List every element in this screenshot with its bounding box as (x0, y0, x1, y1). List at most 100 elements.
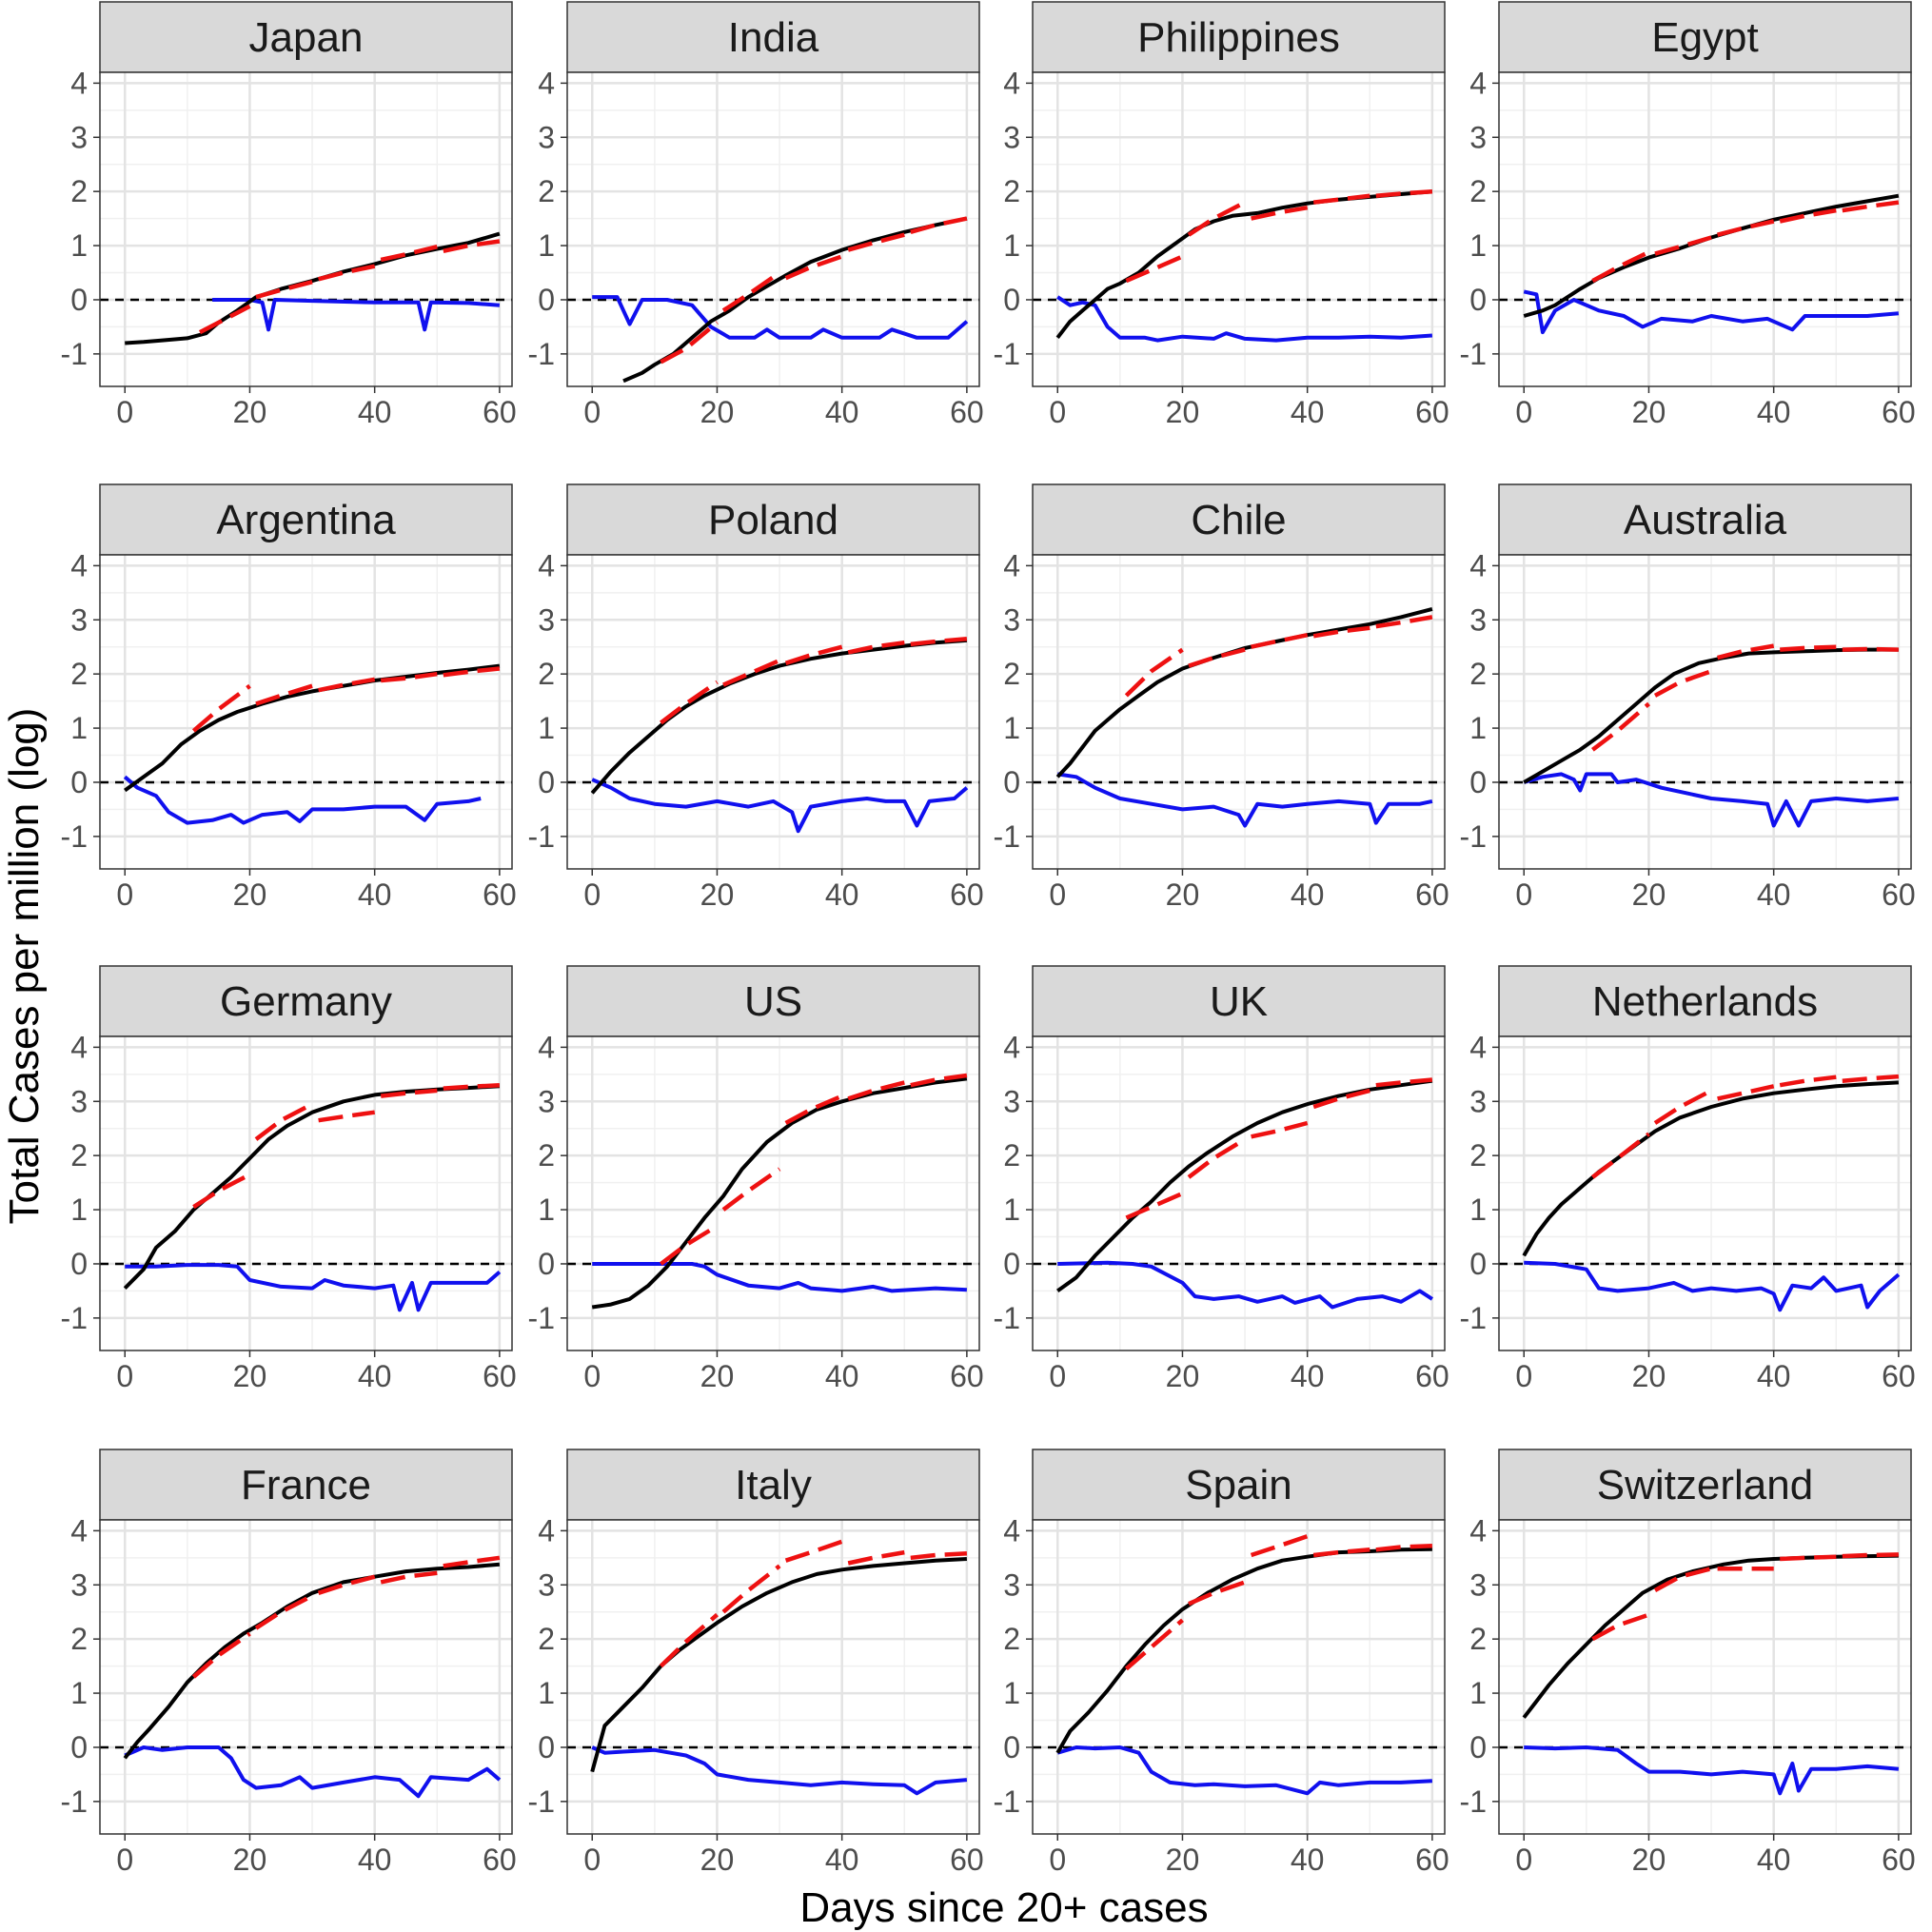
x-tick-label: 20 (1632, 877, 1666, 912)
fitted-segment (254, 1102, 314, 1141)
x-tick-label: 60 (950, 1843, 984, 1877)
y-tick-label: 1 (538, 711, 555, 745)
y-tick-label: 4 (1469, 66, 1487, 100)
observed-series (1522, 1080, 1900, 1257)
residual-series (591, 1745, 968, 1796)
fitted-segment (847, 640, 905, 655)
panel-strip (1498, 483, 1912, 556)
panel-border (566, 1519, 980, 1835)
x-tick-label: 40 (1291, 1843, 1325, 1877)
fitted-segment (1188, 1580, 1246, 1607)
y-tick-label: -1 (994, 1301, 1020, 1335)
y-tick-label: 0 (1003, 1247, 1020, 1281)
y-tick-label: 4 (538, 1513, 555, 1548)
observed-series (591, 1076, 968, 1310)
x-tick-label: 40 (1757, 1359, 1791, 1393)
fitted-segment (1312, 1088, 1370, 1110)
plot-background (567, 1520, 979, 1834)
y-tick-label: 3 (538, 1567, 555, 1602)
y-tick-label: 1 (1003, 228, 1020, 263)
x-tick-label: 60 (1882, 877, 1916, 912)
y-tick-label: 0 (538, 1247, 555, 1281)
panel-border (1032, 71, 1446, 387)
fitted-segment (198, 304, 251, 335)
fitted-segment (1125, 254, 1184, 284)
y-tick-label: 2 (538, 1622, 555, 1656)
fitted-segment (784, 1539, 843, 1563)
y-tick-label: -1 (1460, 1301, 1487, 1335)
fitted-segment (722, 658, 780, 687)
fitted-segment (1591, 701, 1650, 752)
fitted-segment (1251, 205, 1309, 221)
y-tick-label: 0 (1469, 1730, 1487, 1764)
fitted-segment (784, 254, 843, 281)
x-tick-label: 60 (950, 1359, 984, 1393)
panel-title: Poland (708, 497, 838, 543)
y-tick-label: 3 (1003, 1084, 1020, 1118)
fitted-segment (318, 1110, 376, 1123)
y-tick-label: 4 (1003, 548, 1020, 582)
x-tick-label: 60 (1415, 1843, 1449, 1877)
plot-background (100, 1036, 512, 1350)
y-tick-label: 1 (70, 711, 88, 745)
fitted-segment (191, 1631, 251, 1679)
x-tick-label: 0 (116, 1843, 133, 1877)
y-tick-label: 0 (70, 283, 88, 317)
fitted-segment (1717, 1084, 1775, 1101)
fitted-segment (660, 1224, 719, 1266)
y-tick-label: 2 (1003, 657, 1020, 691)
x-tick-label: 40 (1291, 395, 1325, 429)
x-tick-label: 60 (483, 1843, 517, 1877)
residual-series (125, 1263, 502, 1312)
fitted-segment (317, 1574, 376, 1595)
residual-series (592, 1262, 968, 1293)
x-tick-label: 0 (1515, 1359, 1532, 1393)
x-tick-label: 60 (1415, 1359, 1449, 1393)
y-tick-label: -1 (528, 337, 555, 371)
x-tick-label: 40 (1757, 877, 1791, 912)
y-tick-label: -1 (1460, 1784, 1487, 1819)
x-tick-label: 40 (358, 1843, 392, 1877)
panel-strip (566, 1449, 980, 1521)
fitted-segment (1779, 1074, 1837, 1088)
fitted-segment (1251, 1120, 1309, 1139)
panel-title: Switzerland (1597, 1462, 1813, 1508)
x-tick-label: 60 (483, 1359, 517, 1393)
fitted-segment (1125, 1191, 1184, 1220)
residual-series (123, 775, 482, 825)
plot-background (1499, 1036, 1911, 1350)
y-tick-label: 2 (1469, 1138, 1487, 1173)
y-tick-label: -1 (61, 337, 88, 371)
y-tick-label: 1 (1469, 711, 1487, 745)
fitted-segment (1842, 1552, 1899, 1559)
y-tick-label: -1 (1460, 819, 1487, 854)
y-tick-label: 1 (1003, 1676, 1020, 1710)
x-tick-label: 0 (1049, 877, 1066, 912)
y-tick-label: 1 (538, 228, 555, 263)
plot-background (100, 72, 512, 386)
fitted-segment (381, 671, 438, 683)
y-tick-label: 2 (1003, 174, 1020, 208)
fitted-segment (659, 1612, 719, 1668)
x-tick-label: 40 (358, 1359, 392, 1393)
residual-series (591, 778, 969, 834)
residual-series (1523, 772, 1900, 828)
fitted-segment (1124, 1618, 1184, 1671)
y-tick-label: -1 (994, 1784, 1020, 1819)
fitted-segment (1591, 1132, 1650, 1179)
fitted-segment (910, 216, 968, 234)
fitted-segment (1653, 669, 1712, 698)
observed-series (1055, 606, 1433, 779)
y-tick-label: 4 (1003, 66, 1020, 100)
x-tick-label: 40 (825, 877, 859, 912)
fitted-segment (910, 636, 968, 647)
x-axis-title: Days since 20+ cases (799, 1884, 1209, 1931)
y-tick-label: 2 (1003, 1622, 1020, 1656)
residual-series (1056, 1745, 1433, 1796)
x-tick-label: 40 (825, 395, 859, 429)
residual-series (1523, 289, 1900, 335)
fitted-segment (847, 1080, 905, 1101)
